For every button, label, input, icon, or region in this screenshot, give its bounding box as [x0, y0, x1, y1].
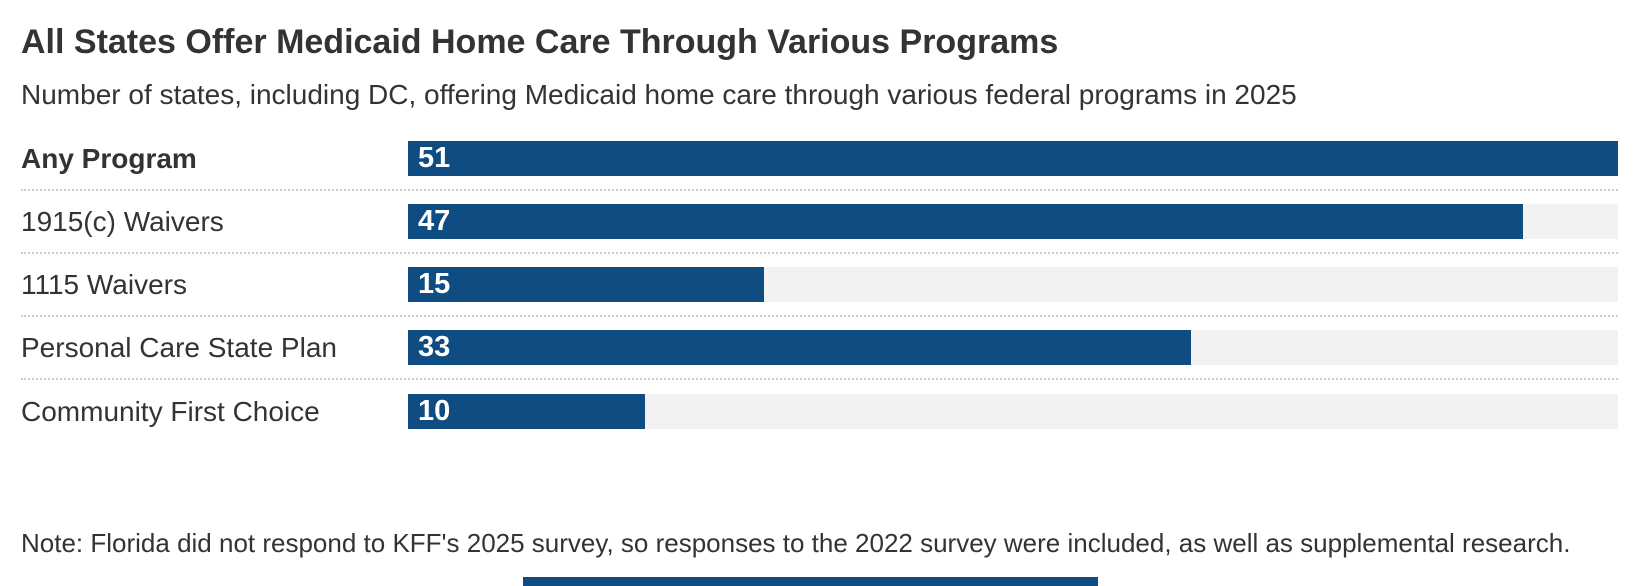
category-label: Community First Choice [21, 395, 320, 427]
chart-row: Community First Choice 10 [21, 380, 1618, 443]
chart-row: 1915(c) Waivers 47 [21, 191, 1618, 255]
bar: 15 [408, 267, 764, 303]
bar: 51 [408, 141, 1618, 177]
chart-title: All States Offer Medicaid Home Care Thro… [21, 23, 1059, 61]
chart-row: 1115 Waivers 15 [21, 254, 1618, 318]
category-label: Any Program [21, 142, 197, 174]
bar-track: 10 [408, 394, 1618, 430]
chart-subtitle: Number of states, including DC, offering… [21, 78, 1297, 110]
bar: 10 [408, 394, 646, 430]
chart-row: Personal Care State Plan 33 [21, 317, 1618, 381]
bar: 33 [408, 330, 1191, 366]
category-label: 1915(c) Waivers [21, 205, 224, 237]
bar-track: 51 [408, 141, 1618, 177]
bar-track: 15 [408, 267, 1618, 303]
bar: 47 [408, 204, 1524, 240]
chart-row: Any Program 51 [21, 128, 1618, 192]
category-label: Personal Care State Plan [21, 331, 337, 363]
bar-track: 47 [408, 204, 1618, 240]
footnote: Note: Florida did not respond to KFF's 2… [21, 528, 1571, 559]
category-label: 1115 Waivers [21, 268, 187, 300]
bar-chart: Any Program 51 1915(c) Waivers 47 1115 W… [21, 128, 1618, 443]
value-label: 51 [418, 142, 451, 175]
footer-accent-bar [523, 577, 1098, 586]
value-label: 33 [418, 331, 451, 364]
bar-track: 33 [408, 330, 1618, 366]
value-label: 47 [418, 205, 451, 238]
value-label: 10 [418, 395, 451, 428]
value-label: 15 [418, 268, 451, 301]
